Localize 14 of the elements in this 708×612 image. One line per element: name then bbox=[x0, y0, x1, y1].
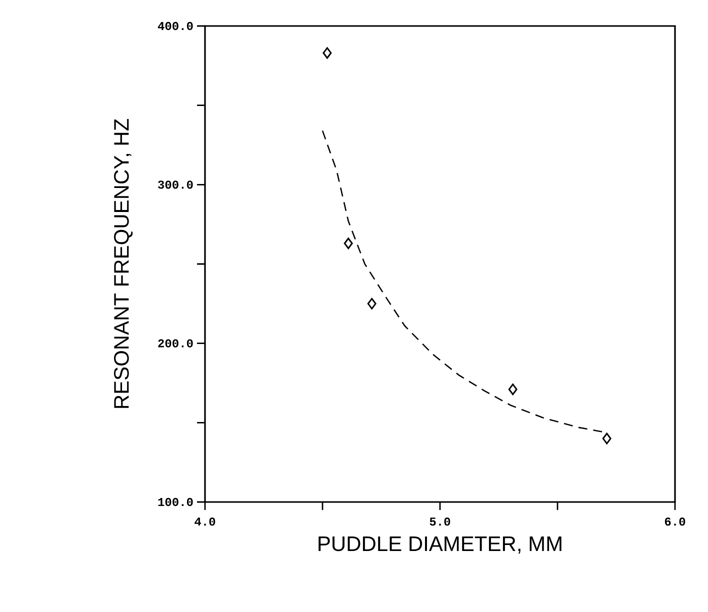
y-tick-label: 200.0 bbox=[158, 339, 193, 348]
point bbox=[367, 298, 376, 310]
point bbox=[602, 432, 612, 444]
x-tick-label: 5.0 bbox=[430, 518, 450, 526]
point bbox=[322, 47, 332, 59]
y-tick-label: 400.0 bbox=[158, 22, 193, 30]
x-tick-label: 6.0 bbox=[664, 518, 686, 526]
y-tick-label: 300.0 bbox=[158, 180, 193, 189]
y-axis-title: RESONANT FREQUENCY, HZ bbox=[114, 119, 133, 408]
x-tick-label: 4.0 bbox=[194, 518, 216, 526]
point bbox=[508, 384, 518, 396]
point bbox=[344, 238, 353, 250]
x-axis-title: PUDDLE DIAMETER, MM bbox=[318, 536, 562, 554]
y-tick-label: 100.0 bbox=[158, 498, 193, 506]
